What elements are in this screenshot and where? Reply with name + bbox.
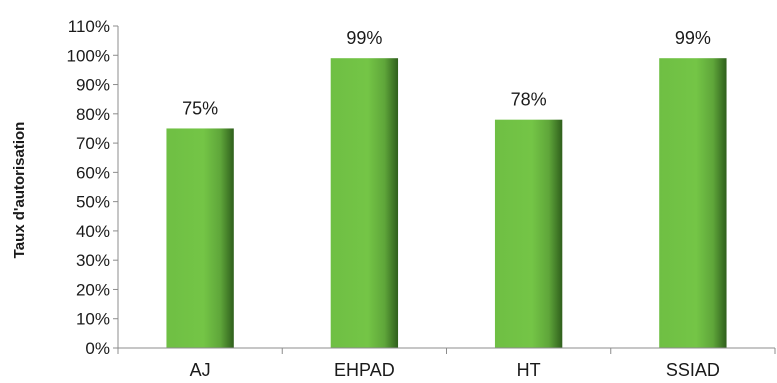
y-tick-label: 0% (85, 339, 110, 358)
y-tick-label: 90% (76, 76, 110, 95)
y-tick-label: 100% (67, 46, 110, 65)
y-tick-label: 80% (76, 105, 110, 124)
y-tick-label: 70% (76, 134, 110, 153)
data-label: 78% (511, 90, 547, 110)
y-tick-label: 60% (76, 163, 110, 182)
bars-group: 75% 99% 78% 99% (166, 28, 727, 348)
y-axis-title: Taux d'autorisation (11, 122, 28, 259)
y-axis: 0% 10% 20% 30% 40% 50% 60% 70% 80% 90% 100% 110% (67, 17, 119, 358)
y-tick-label: 10% (76, 310, 110, 329)
y-tick-label: 40% (76, 222, 110, 241)
bar-ht (494, 119, 563, 348)
x-category-label: AJ (190, 360, 211, 380)
bar-ssiad (659, 58, 727, 348)
y-tick-label: 30% (76, 251, 110, 270)
x-category-label: EHPAD (334, 360, 395, 380)
data-label: 99% (675, 28, 711, 48)
y-tick-label: 110% (68, 17, 110, 36)
x-category-label: SSIAD (666, 360, 720, 380)
bar-aj (166, 128, 234, 348)
data-label: 75% (182, 98, 218, 118)
bar-ehpad (330, 58, 399, 348)
x-category-label: HT (517, 360, 541, 380)
x-axis: AJ EHPAD HT SSIAD (117, 347, 776, 380)
y-tick-label: 50% (76, 193, 110, 212)
data-label: 99% (346, 28, 382, 48)
y-tick-label: 20% (76, 280, 110, 299)
